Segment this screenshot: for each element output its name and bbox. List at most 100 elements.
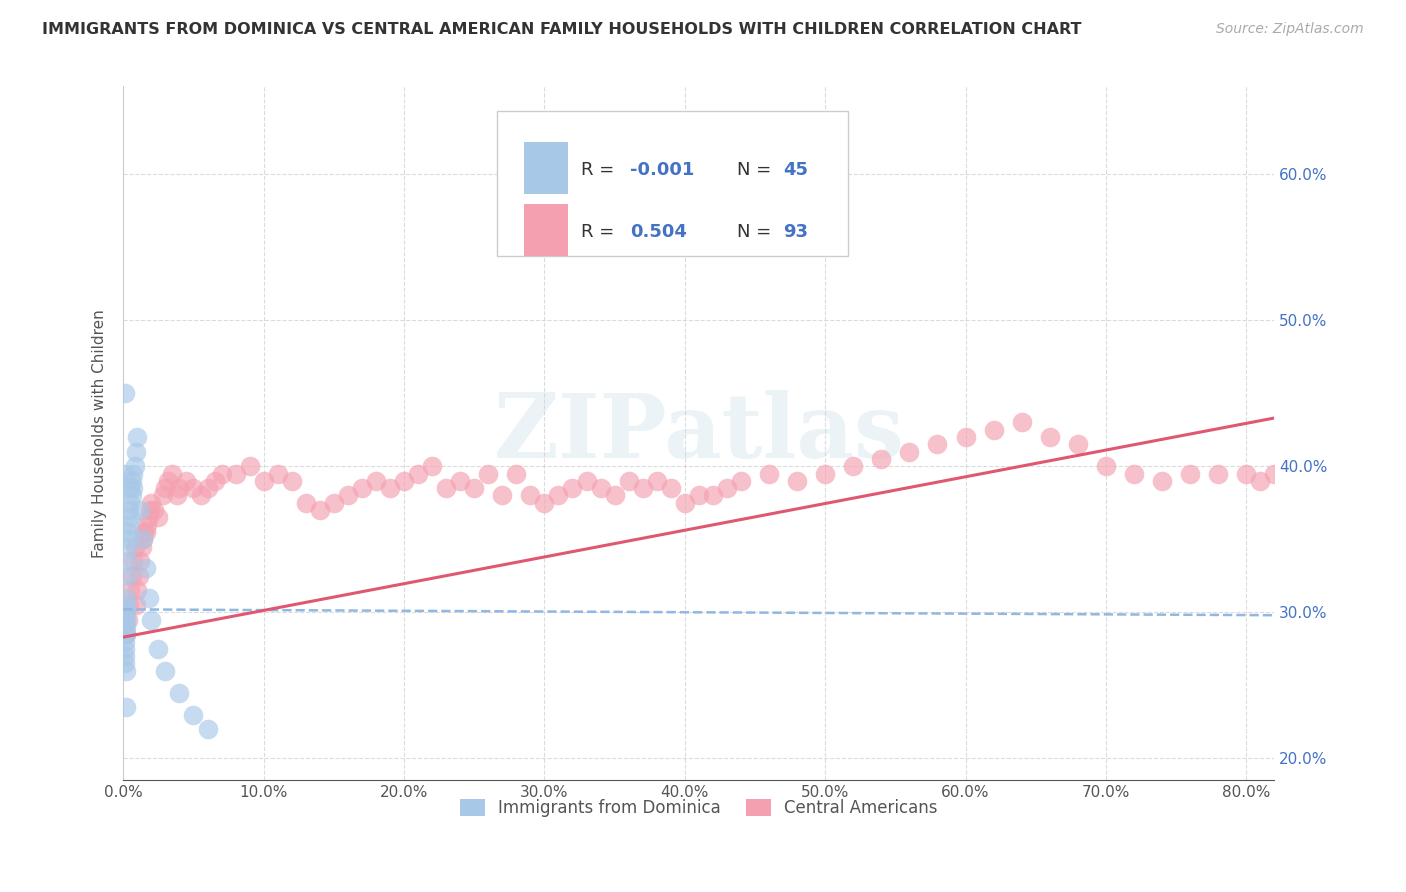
Point	[434, 481, 457, 495]
Point	[505, 467, 527, 481]
Point	[239, 459, 262, 474]
Point	[898, 444, 921, 458]
Point	[115, 627, 138, 641]
FancyBboxPatch shape	[498, 111, 848, 256]
Point	[983, 423, 1005, 437]
Point	[519, 488, 541, 502]
Point	[406, 467, 429, 481]
Point	[129, 554, 152, 568]
Point	[114, 467, 136, 481]
Point	[631, 481, 654, 495]
Point	[190, 488, 212, 502]
Point	[204, 474, 226, 488]
Point	[702, 488, 724, 502]
Point	[166, 488, 188, 502]
Point	[117, 568, 139, 582]
Point	[138, 591, 160, 605]
Text: R =: R =	[582, 223, 620, 241]
Point	[148, 510, 170, 524]
Point	[121, 488, 143, 502]
Point	[336, 488, 359, 502]
Point	[114, 649, 136, 664]
Point	[115, 627, 138, 641]
Point	[134, 524, 156, 539]
Point	[127, 430, 149, 444]
Point	[141, 496, 163, 510]
Point	[118, 598, 141, 612]
Point	[115, 664, 138, 678]
Point	[129, 503, 152, 517]
Text: -0.001: -0.001	[630, 161, 695, 178]
Point	[463, 481, 485, 495]
Point	[1178, 467, 1201, 481]
Point	[449, 474, 471, 488]
Point	[688, 488, 710, 502]
Text: IMMIGRANTS FROM DOMINICA VS CENTRAL AMERICAN FAMILY HOUSEHOLDS WITH CHILDREN COR: IMMIGRANTS FROM DOMINICA VS CENTRAL AMER…	[42, 22, 1081, 37]
Point	[114, 620, 136, 634]
Point	[814, 467, 837, 481]
Point	[350, 481, 373, 495]
Point	[758, 467, 780, 481]
Point	[115, 613, 138, 627]
Point	[115, 598, 138, 612]
Point	[1249, 474, 1271, 488]
Point	[1123, 467, 1146, 481]
Point	[1011, 416, 1033, 430]
Point	[114, 657, 136, 671]
Point	[561, 481, 583, 495]
Point	[121, 474, 143, 488]
Point	[114, 613, 136, 627]
Point	[120, 496, 142, 510]
Point	[294, 496, 316, 510]
Text: 93: 93	[783, 223, 808, 241]
Point	[115, 605, 138, 619]
Point	[120, 583, 142, 598]
Point	[183, 707, 205, 722]
Point	[118, 533, 141, 547]
Point	[491, 488, 513, 502]
Point	[645, 474, 668, 488]
Point	[477, 467, 499, 481]
Point	[575, 474, 598, 488]
Point	[138, 510, 160, 524]
Point	[115, 700, 138, 714]
Point	[1277, 474, 1299, 488]
Y-axis label: Family Households with Children: Family Households with Children	[93, 309, 107, 558]
Point	[673, 496, 696, 510]
Text: 45: 45	[783, 161, 808, 178]
Point	[162, 467, 184, 481]
Point	[122, 467, 145, 481]
Point	[141, 613, 163, 627]
Point	[392, 474, 415, 488]
Point	[121, 568, 143, 582]
Point	[842, 459, 865, 474]
Point	[115, 620, 138, 634]
Point	[114, 386, 136, 401]
Point	[132, 533, 155, 547]
Point	[253, 474, 276, 488]
Point	[197, 722, 219, 736]
Point	[124, 459, 146, 474]
Point	[267, 467, 290, 481]
Point	[211, 467, 233, 481]
Point	[120, 510, 142, 524]
Point	[128, 568, 150, 582]
Point	[308, 503, 330, 517]
Point	[378, 481, 401, 495]
Text: 0.504: 0.504	[630, 223, 686, 241]
Point	[183, 481, 205, 495]
Point	[118, 517, 141, 532]
Point	[420, 459, 443, 474]
Text: Source: ZipAtlas.com: Source: ZipAtlas.com	[1216, 22, 1364, 37]
Point	[117, 524, 139, 539]
Bar	[524, 204, 568, 256]
Point	[114, 627, 136, 641]
Point	[122, 554, 145, 568]
Point	[157, 474, 180, 488]
Point	[117, 613, 139, 627]
Point	[118, 503, 141, 517]
Point	[125, 444, 148, 458]
Point	[281, 474, 304, 488]
Point	[547, 488, 569, 502]
Point	[1095, 459, 1118, 474]
